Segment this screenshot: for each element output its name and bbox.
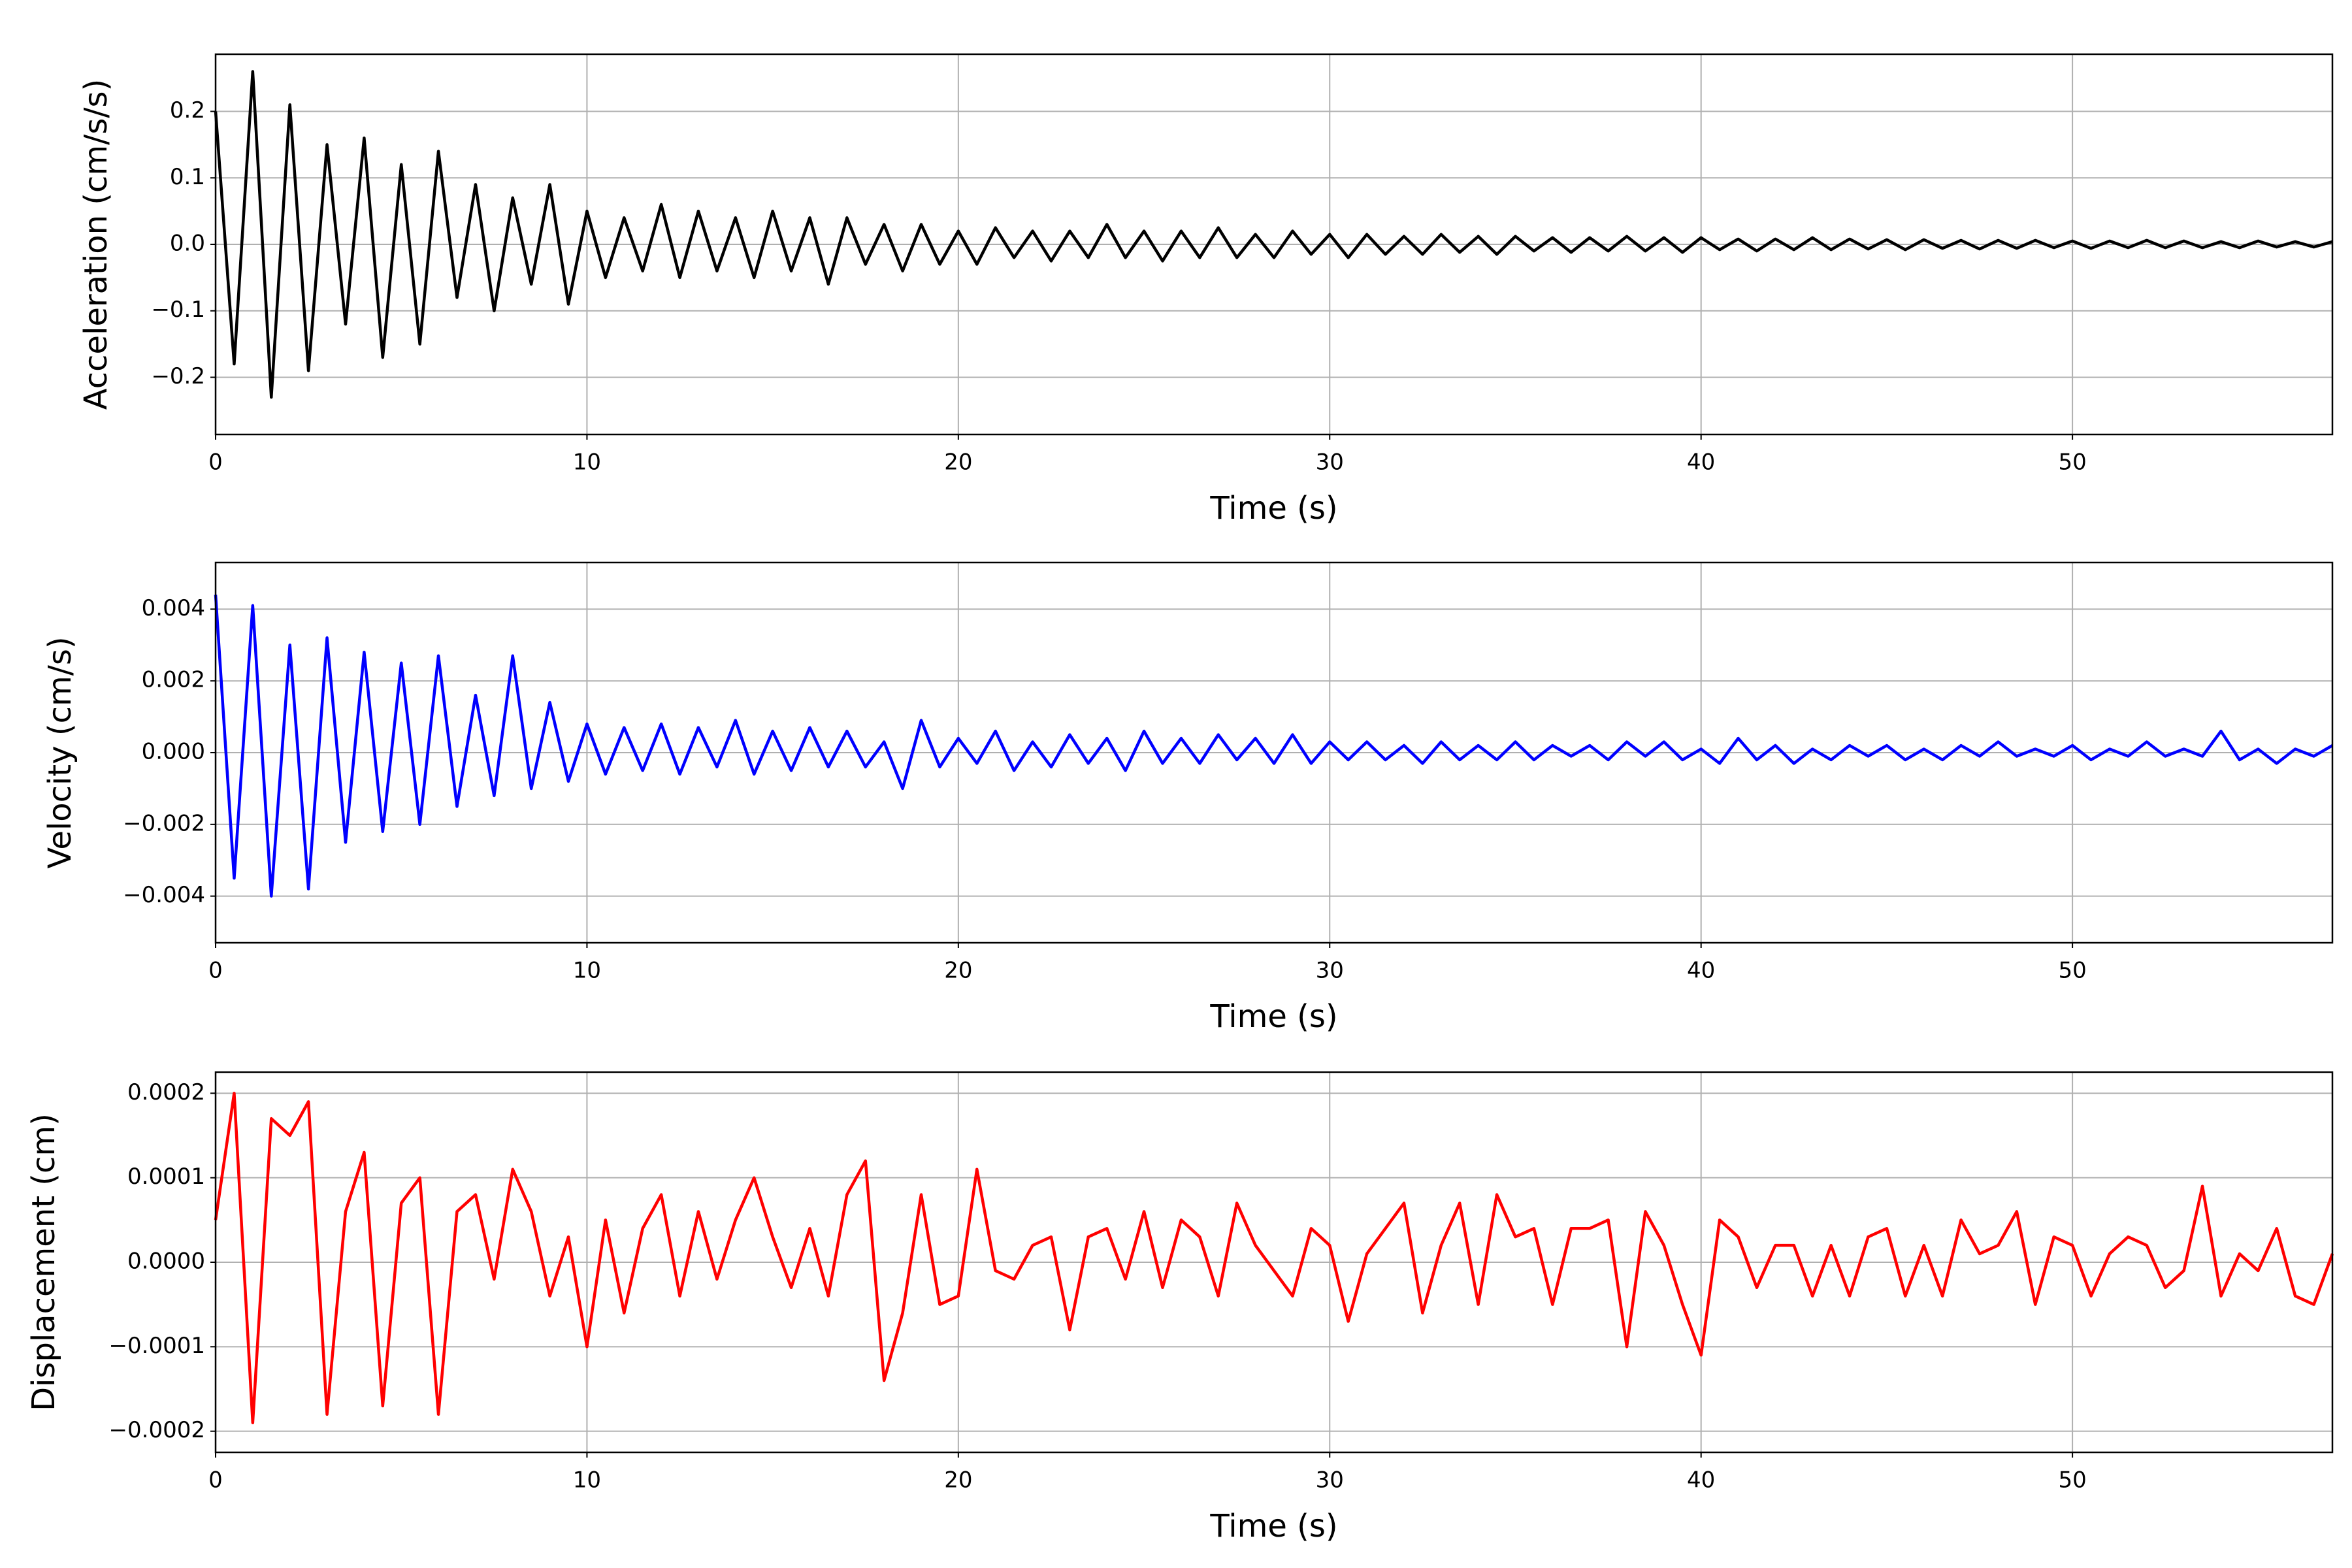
x-tick-label: 30 [1316, 958, 1344, 984]
x-tick-label: 50 [2058, 1467, 2086, 1494]
y-tick-label: 0.2 [170, 97, 205, 123]
axes-frame [214, 561, 2334, 944]
y-tick-label: −0.0002 [109, 1417, 205, 1443]
subplot: 0 10 20 30 40 50 −0.2 −0.1 0.0 0.1 0.2 Time (s) Acce… [78, 53, 2334, 527]
y-tick-label: 0.1 [170, 164, 205, 190]
x-axis-label: Time (s) [1209, 1508, 1337, 1544]
y-axis-label: Velocity (cm/s) [42, 636, 78, 868]
x-tick-label: 20 [944, 1467, 972, 1494]
x-tick-label: 0 [208, 1467, 223, 1494]
x-tick-label: 30 [1316, 449, 1344, 476]
y-tick-label: 0.0001 [127, 1164, 205, 1190]
y-tick-label: 0.0002 [127, 1079, 205, 1105]
x-axis-label: Time (s) [1209, 998, 1337, 1035]
y-tick-label: −0.2 [151, 363, 205, 389]
data-line [214, 595, 2334, 898]
x-tick-label: 50 [2058, 449, 2086, 476]
subplot: 0 10 20 30 40 50 −0.004 −0.002 0.000 0.002 0.004 Ti… [42, 561, 2334, 1035]
y-tick-label: 0.004 [142, 595, 205, 621]
subplot: 0 10 20 30 40 50 −0.0002 −0.0001 0.0000 0.0001 0.0… [25, 1071, 2334, 1544]
y-tick-label: −0.002 [123, 810, 205, 836]
data-line [214, 70, 2333, 399]
x-tick-label: 10 [573, 449, 601, 476]
y-tick-label: 0.002 [142, 667, 205, 693]
y-tick-label: 0.0000 [127, 1249, 205, 1275]
y-tick-label: −0.1 [151, 297, 205, 323]
x-tick-label: 40 [1687, 1467, 1715, 1494]
x-tick-label: 10 [573, 1467, 601, 1494]
y-tick-label: −0.004 [123, 882, 205, 908]
axes-frame [214, 1071, 2334, 1454]
axes-frame [214, 53, 2334, 436]
x-tick-label: 20 [944, 449, 972, 476]
x-tick-label: 10 [573, 958, 601, 984]
x-tick-label: 40 [1687, 958, 1715, 984]
x-tick-label: 40 [1687, 449, 1715, 476]
data-line [214, 1092, 2334, 1424]
x-tick-label: 20 [944, 958, 972, 984]
x-axis-label: Time (s) [1209, 490, 1337, 527]
x-tick-label: 0 [208, 958, 223, 984]
y-tick-label: −0.0001 [109, 1333, 205, 1359]
x-tick-label: 0 [208, 449, 223, 476]
y-axis-label: Acceleration (cm/s/s) [78, 79, 114, 410]
x-tick-label: 50 [2058, 958, 2086, 984]
x-tick-label: 30 [1316, 1467, 1344, 1494]
y-tick-label: 0.000 [142, 739, 205, 765]
y-axis-label: Displacement (cm) [25, 1113, 62, 1411]
y-tick-label: 0.0 [170, 231, 205, 257]
